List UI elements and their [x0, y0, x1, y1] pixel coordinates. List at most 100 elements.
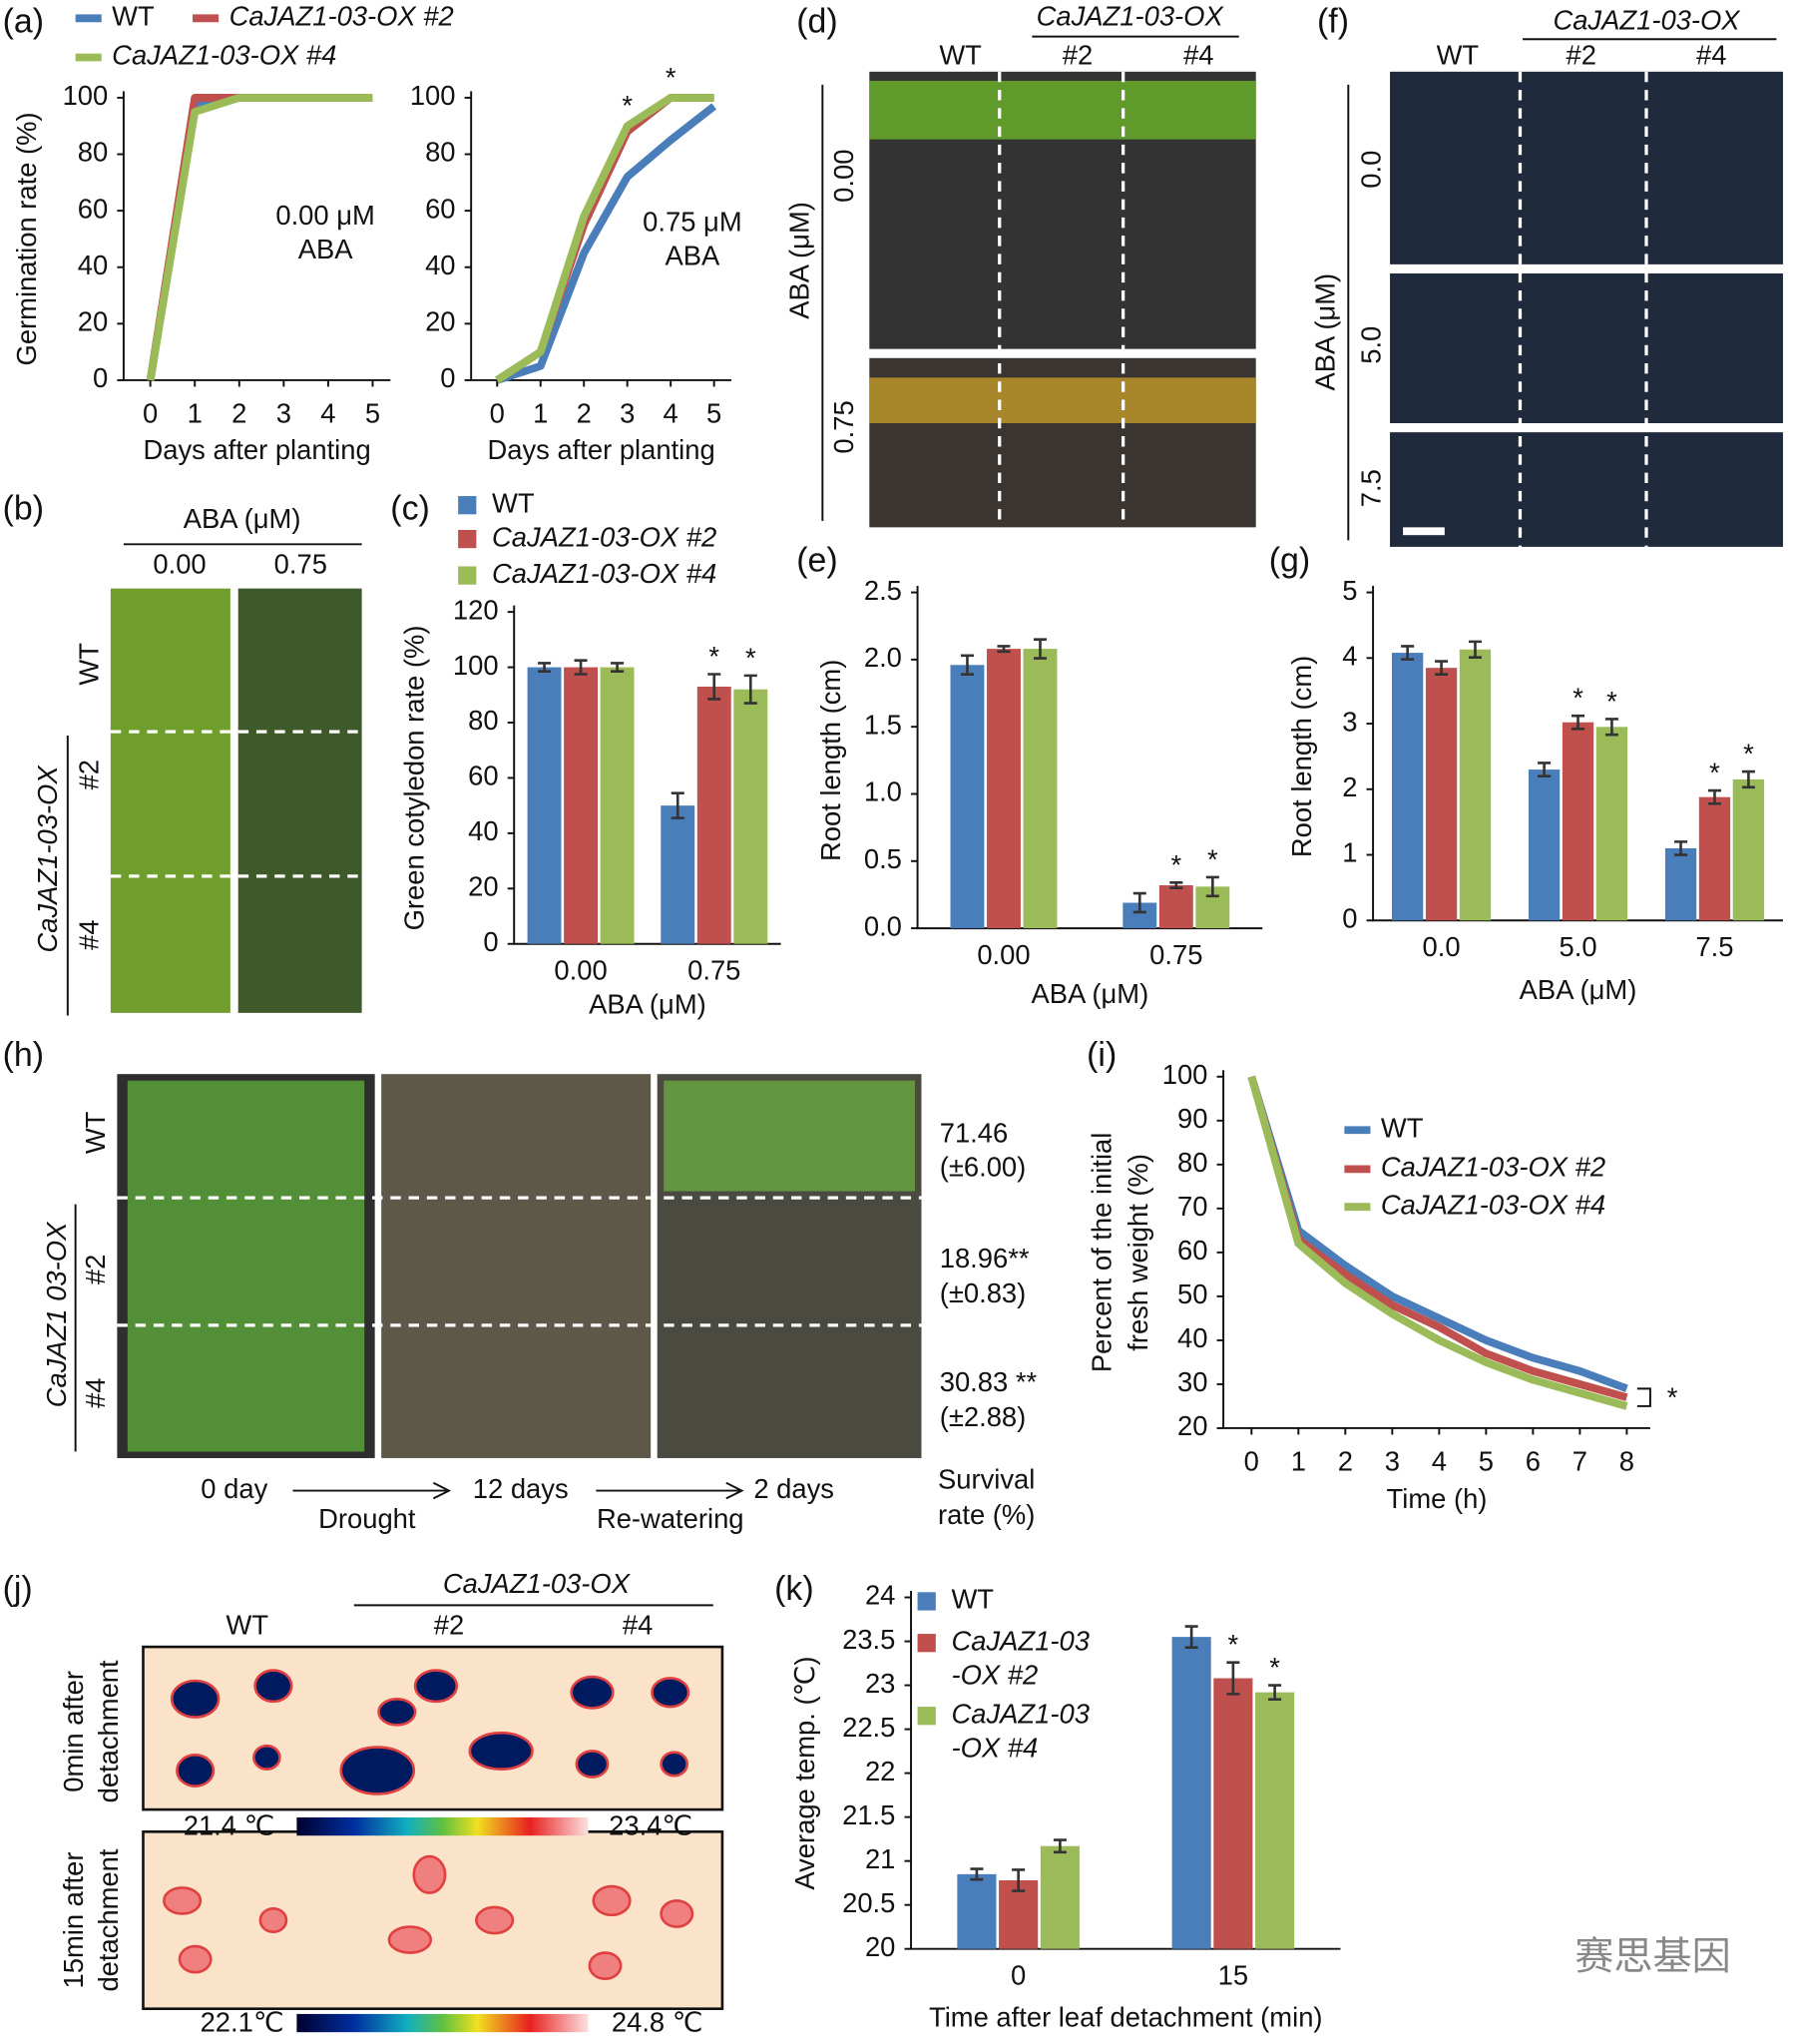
- photo: [1390, 273, 1783, 423]
- row-label: 15min after: [58, 1852, 89, 1989]
- photo: [127, 1080, 365, 1452]
- column-label: 0.00: [153, 549, 206, 580]
- color-scale: [296, 1816, 589, 1836]
- survival-error: (±2.88): [940, 1401, 1027, 1432]
- survival-value: 18.96**: [940, 1243, 1030, 1274]
- legend-label: CaJAZ1-03-OX #2: [229, 1, 454, 32]
- column-label: #2: [434, 1610, 464, 1641]
- y-axis-label: Root length (cm): [1286, 656, 1317, 857]
- y-tick-label: 21.5: [842, 1799, 895, 1830]
- panel-label: (e): [796, 542, 837, 580]
- row-label: detachment: [93, 1660, 124, 1802]
- panel-label: (b): [3, 489, 44, 527]
- axis-label: ABA (μM): [1310, 273, 1341, 391]
- annotation: 0.00 μM: [275, 200, 374, 231]
- scale-bar: [1403, 527, 1445, 536]
- group-label: CaJAZ1-03-OX: [1553, 4, 1741, 35]
- significance: *: [708, 641, 719, 672]
- y-tick-label: 20: [468, 871, 498, 902]
- x-tick-label: 1: [188, 397, 203, 428]
- series-line: [1247, 1075, 1628, 1401]
- y-axis-label: Germination rate (%): [11, 112, 42, 365]
- bar: [1425, 668, 1458, 921]
- significance: *: [1269, 1652, 1280, 1683]
- y-tick-label: 20: [1177, 1410, 1207, 1441]
- column-label: #4: [1183, 40, 1213, 71]
- scale-min: 21.4 ℃: [184, 1810, 275, 1841]
- annotation: ABA: [666, 241, 721, 271]
- row-label: 0.00: [828, 150, 859, 203]
- error-bar: [1572, 714, 1585, 731]
- y-tick-label: 100: [453, 650, 499, 681]
- legend-marker: [458, 566, 477, 585]
- bar: [1040, 1845, 1080, 1949]
- significance: *: [1709, 758, 1720, 788]
- panel-label: (k): [774, 1570, 814, 1608]
- panel-label: (f): [1317, 3, 1349, 41]
- y-tick-label: 90: [1177, 1103, 1207, 1134]
- row-label: #4: [80, 1378, 111, 1408]
- y-tick-label: 100: [1162, 1059, 1208, 1090]
- scale-min: 22.1℃: [201, 2007, 284, 2038]
- y-tick-label: 2.5: [864, 575, 902, 606]
- error-bar: [1401, 645, 1415, 661]
- y-tick-label: 0: [1342, 902, 1357, 933]
- y-tick-label: 70: [1177, 1191, 1207, 1222]
- series-line: [496, 103, 717, 384]
- significance: *: [1743, 739, 1754, 769]
- x-tick-label: 3: [620, 397, 635, 428]
- bar: [1732, 778, 1765, 921]
- error-bar: [1205, 875, 1219, 898]
- x-tick-label: 0: [1244, 1445, 1259, 1476]
- x-axis-label: Days after planting: [143, 434, 370, 465]
- photo: [1390, 71, 1783, 264]
- error-bar: [1674, 840, 1688, 856]
- legend-label: CaJAZ1-03-OX #4: [112, 40, 336, 71]
- photo: [869, 377, 1256, 423]
- x-axis-label: ABA (μM): [1520, 974, 1637, 1005]
- series-line: [1247, 1075, 1628, 1393]
- error-bar: [1538, 762, 1552, 777]
- y-tick-label: 50: [1177, 1278, 1207, 1309]
- column-label: #2: [1063, 40, 1093, 71]
- x-axis-label: ABA (μM): [1032, 978, 1149, 1009]
- series-line: [495, 94, 714, 384]
- y-tick-label: 4: [1342, 641, 1357, 672]
- error-bar: [707, 673, 721, 701]
- y-tick-label: 80: [425, 137, 455, 168]
- axis-label: ABA (μM): [784, 202, 815, 319]
- x-tick-label: 2: [1338, 1445, 1353, 1476]
- legend-label: -OX #2: [951, 1659, 1038, 1690]
- bar: [950, 665, 985, 929]
- y-tick-label: 23.5: [842, 1624, 895, 1655]
- timeline-label: Drought: [318, 1503, 416, 1534]
- row-label: 5.0: [1355, 326, 1386, 364]
- x-tick-label: 1: [533, 397, 548, 428]
- significance: *: [745, 642, 756, 673]
- panel-h-photo: WT #2 #4 CaJAZ1 03-OX 71.46 (±6.00) 18.9…: [41, 1074, 1038, 1534]
- legend-label: -OX #4: [951, 1732, 1038, 1763]
- bar: [1698, 796, 1731, 921]
- timeline-label: 0 day: [201, 1473, 267, 1504]
- error-bar: [960, 654, 974, 676]
- timeline-label: Re-watering: [597, 1503, 744, 1534]
- x-tick-label: 7.5: [1695, 931, 1733, 962]
- significance: *: [1572, 683, 1583, 714]
- y-tick-label: 120: [453, 594, 499, 625]
- y-tick-label: 100: [410, 80, 456, 111]
- photo: [1390, 432, 1783, 547]
- legend-label: WT: [951, 1584, 994, 1615]
- photo: [237, 588, 362, 1013]
- survival-value: 30.83 **: [940, 1366, 1038, 1397]
- legend-label: CaJAZ1-03: [951, 1698, 1089, 1729]
- y-tick-label: 0: [483, 926, 498, 957]
- significance: *: [622, 90, 633, 121]
- y-axis-label: Percent of the initial: [1086, 1133, 1117, 1372]
- timeline-label: 12 days: [473, 1473, 569, 1504]
- row-label: 0min after: [58, 1671, 89, 1792]
- panel-j-photo: CaJAZ1-03-OX WT #2 #4 0min after detachm…: [58, 1568, 724, 2038]
- error-bar: [743, 674, 757, 705]
- column-label: #2: [1567, 40, 1596, 71]
- error-bar: [1707, 788, 1721, 805]
- y-tick-label: 0.5: [864, 843, 902, 874]
